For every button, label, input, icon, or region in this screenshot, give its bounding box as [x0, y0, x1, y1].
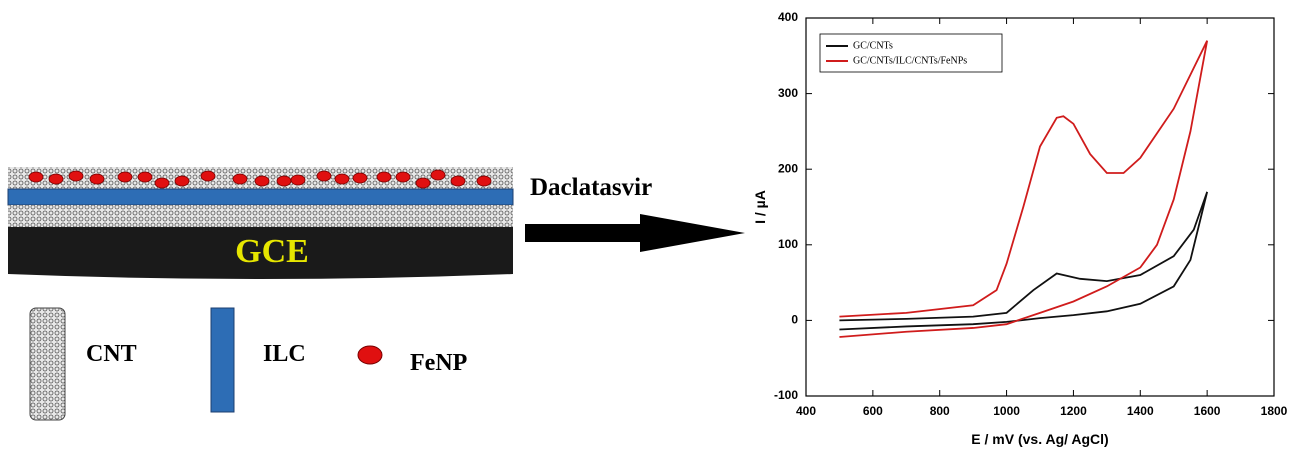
x-tick-label: 1400: [1127, 404, 1154, 418]
x-tick-label: 1200: [1060, 404, 1087, 418]
legend-label: GC/CNTs: [853, 40, 893, 51]
x-tick-label: 1800: [1261, 404, 1288, 418]
figure: GCE CNT ILC FeNP Daclatasvir E / mV (vs.…: [0, 0, 1307, 454]
x-tick-label: 600: [863, 404, 883, 418]
fenp-legend-label: FeNP: [410, 350, 467, 376]
analyte-label: Daclatasvir: [530, 174, 652, 201]
electrode-diagram: GCE: [8, 167, 513, 279]
x-tick-label: 800: [930, 404, 950, 418]
cv-curve: [839, 41, 1207, 337]
ilc-legend-label: ILC: [263, 341, 306, 367]
cnt-layer: [8, 205, 513, 227]
legend-label: GC/CNTs/ILC/CNTs/FeNPs: [853, 55, 967, 66]
x-tick-label: 400: [796, 404, 816, 418]
gce-label: GCE: [235, 233, 309, 270]
legend-box: [820, 34, 1002, 72]
x-tick-label: 1000: [993, 404, 1020, 418]
cnt-icon: [30, 308, 65, 420]
y-tick-label: 400: [778, 10, 798, 24]
y-tick-label: 300: [778, 86, 798, 100]
cv-curve: [839, 192, 1207, 330]
cnt-legend-label: CNT: [86, 341, 137, 367]
x-axis-label: E / mV (vs. Ag/ AgCl): [971, 431, 1108, 447]
arrow: [525, 214, 745, 252]
ilc-icon: [211, 308, 234, 412]
ilc-layer: [8, 189, 513, 205]
x-tick-label: 1600: [1194, 404, 1221, 418]
y-tick-label: 0: [791, 313, 798, 327]
y-tick-label: 100: [778, 237, 798, 251]
y-tick-label: 200: [778, 161, 798, 175]
y-tick-label: -100: [774, 388, 798, 402]
y-axis-label: I / µA: [752, 190, 768, 224]
fenp-icon: [358, 346, 382, 364]
